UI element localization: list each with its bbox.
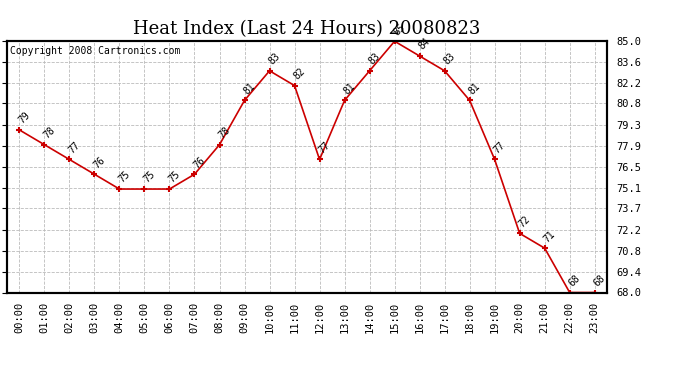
Text: 85: 85 bbox=[392, 22, 407, 37]
Text: 76: 76 bbox=[92, 155, 107, 170]
Text: 81: 81 bbox=[467, 81, 482, 96]
Text: 78: 78 bbox=[217, 125, 232, 141]
Text: 75: 75 bbox=[167, 170, 182, 185]
Title: Heat Index (Last 24 Hours) 20080823: Heat Index (Last 24 Hours) 20080823 bbox=[133, 20, 481, 38]
Text: 81: 81 bbox=[241, 81, 257, 96]
Text: 79: 79 bbox=[17, 110, 32, 126]
Text: 83: 83 bbox=[367, 51, 382, 67]
Text: 77: 77 bbox=[317, 140, 332, 155]
Text: 78: 78 bbox=[41, 125, 57, 141]
Text: 77: 77 bbox=[492, 140, 507, 155]
Text: 68: 68 bbox=[592, 273, 607, 288]
Text: 76: 76 bbox=[192, 155, 207, 170]
Text: 71: 71 bbox=[542, 229, 558, 244]
Text: 82: 82 bbox=[292, 66, 307, 81]
Text: 83: 83 bbox=[267, 51, 282, 67]
Text: 75: 75 bbox=[141, 170, 157, 185]
Text: 81: 81 bbox=[342, 81, 357, 96]
Text: 72: 72 bbox=[517, 214, 532, 229]
Text: 68: 68 bbox=[567, 273, 582, 288]
Text: 83: 83 bbox=[442, 51, 457, 67]
Text: 77: 77 bbox=[67, 140, 82, 155]
Text: 75: 75 bbox=[117, 170, 132, 185]
Text: 84: 84 bbox=[417, 36, 432, 52]
Text: Copyright 2008 Cartronics.com: Copyright 2008 Cartronics.com bbox=[10, 46, 180, 56]
